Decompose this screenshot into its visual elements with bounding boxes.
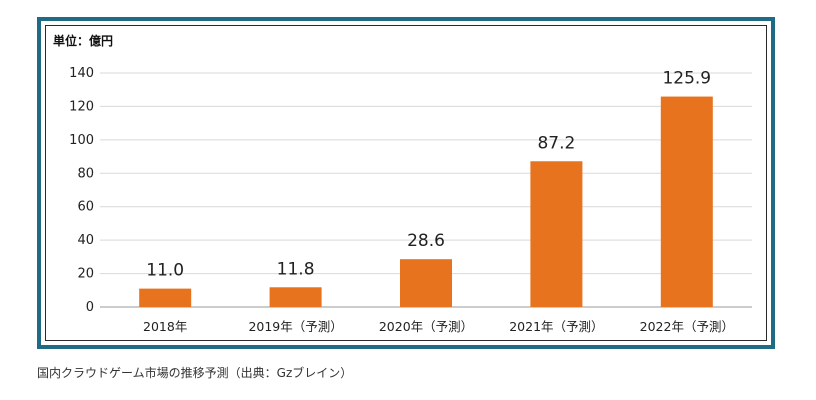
x-tick-label: 2021年（予測）	[509, 319, 603, 334]
bar	[269, 287, 322, 307]
data-label: 11.0	[146, 261, 184, 281]
y-tick-label: 0	[86, 300, 94, 315]
x-tick-label: 2022年（予測）	[640, 319, 734, 334]
x-tick-label: 2020年（予測）	[379, 319, 473, 334]
y-tick-label: 60	[77, 200, 94, 215]
bar	[660, 96, 713, 308]
data-label: 11.8	[277, 259, 315, 279]
y-tick-label: 120	[69, 99, 94, 114]
y-tick-label: 100	[69, 133, 94, 148]
data-label: 28.6	[407, 231, 445, 251]
x-tick-label: 2018年	[143, 319, 187, 334]
unit-label: 単位：億円	[53, 34, 114, 48]
bar	[139, 288, 192, 307]
data-label: 87.2	[537, 133, 575, 153]
y-tick-label: 40	[77, 233, 94, 248]
bar	[400, 259, 452, 307]
figure-caption: 国内クラウドゲーム市場の推移予測（出典：Gzブレイン）	[37, 366, 353, 380]
x-tick-label: 2019年（予測）	[248, 319, 342, 334]
bar	[530, 161, 583, 307]
y-tick-label: 140	[69, 66, 94, 81]
y-tick-label: 20	[77, 267, 94, 282]
y-tick-label: 80	[77, 166, 94, 181]
data-label: 125.9	[662, 69, 711, 89]
